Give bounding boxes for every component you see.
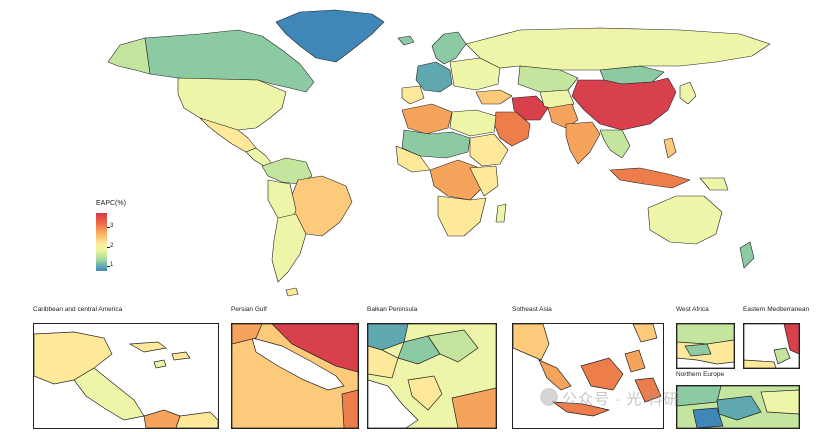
region-iran <box>511 95 549 121</box>
region-new-zealand <box>739 241 755 269</box>
inset-balkan <box>367 323 497 429</box>
inset-se-asia <box>512 323 664 429</box>
region-iberia <box>401 85 425 105</box>
legend-title: EAPC(%) <box>96 200 126 207</box>
legend-tick-mark <box>107 227 110 228</box>
legend-tick-mark <box>107 266 110 267</box>
watermark-text: 公众号 · 光 科研 <box>562 391 680 408</box>
inset-west-africa <box>676 323 735 369</box>
region-libya-egypt <box>449 109 497 137</box>
region-madagascar <box>495 203 507 223</box>
region-sahel <box>401 129 471 159</box>
world-map <box>107 9 771 297</box>
region-falklands <box>285 287 299 297</box>
region-scandinavia <box>431 31 467 65</box>
inset-title-west-africa: West Africa <box>676 306 709 313</box>
legend-color-bar <box>96 213 107 271</box>
region-argentina <box>271 213 307 283</box>
region-philippines <box>663 137 677 159</box>
region-central-africa <box>429 159 483 201</box>
inset-eastern-med <box>743 323 800 369</box>
region-north-africa-west <box>401 103 453 135</box>
color-legend: EAPC(%) 3 2 1 <box>92 200 152 280</box>
region-russia <box>465 27 771 71</box>
region-turkey <box>475 89 513 105</box>
region-southern-africa <box>437 195 487 237</box>
region-west-africa <box>395 145 431 173</box>
region-indonesia <box>609 167 691 189</box>
region-iceland <box>397 35 415 46</box>
region-central-america <box>245 147 273 167</box>
region-australia <box>647 195 723 245</box>
region-papua <box>699 177 729 191</box>
legend-tick-3: 3 <box>110 223 114 229</box>
region-china <box>571 77 677 131</box>
legend-tick-mark <box>107 247 110 248</box>
region-se-asia <box>599 129 631 159</box>
region-alaska <box>107 37 151 75</box>
region-western-europe <box>415 61 453 93</box>
inset-title-persian-gulf: Persian Gulf <box>231 306 267 313</box>
inset-caribbean <box>33 323 219 429</box>
legend-tick-1: 1 <box>110 262 114 268</box>
region-greenland <box>275 9 385 63</box>
inset-title-eastern-med: Eastern Mediterranean <box>743 306 810 313</box>
region-japan <box>679 81 697 105</box>
inset-title-caribbean: Caribbean and central America <box>33 306 123 313</box>
watermark-logo-icon <box>540 388 558 406</box>
region-east-africa <box>469 165 499 197</box>
inset-northern-europe <box>676 385 800 429</box>
legend-tick-2: 2 <box>110 243 114 249</box>
region-horn-africa <box>469 133 509 167</box>
region-india <box>565 121 601 165</box>
region-usa <box>177 77 287 131</box>
inset-title-balkan: Balkan Peninsula <box>367 306 418 313</box>
inset-title-northern-europe: Northern Europe <box>676 371 725 378</box>
inset-persian-gulf <box>231 323 359 429</box>
inset-title-se-asia: Sotheast Asia <box>512 306 552 313</box>
